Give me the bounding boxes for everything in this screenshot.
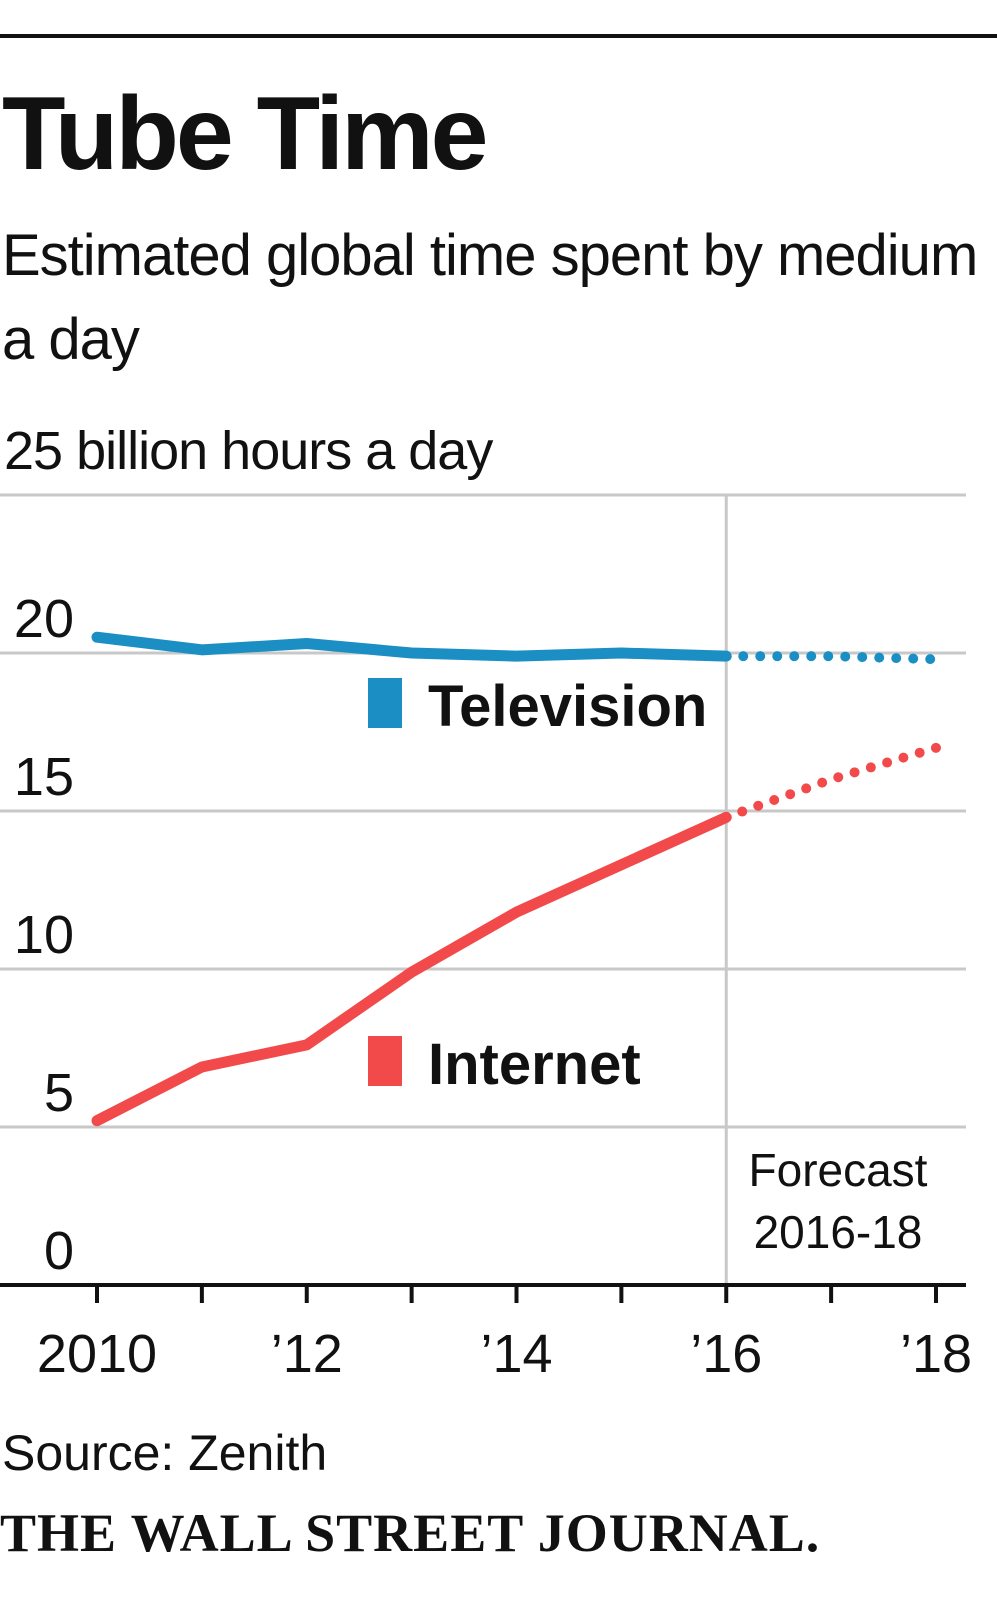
line-chart: Forecast 2016-18 20 15 10 5 0 Television Interne… bbox=[0, 493, 972, 1384]
x-tick-label: ’18 bbox=[900, 1324, 972, 1384]
x-tick-label: ’12 bbox=[271, 1324, 343, 1384]
series-line-television bbox=[91, 631, 732, 662]
y-tick-label: 5 bbox=[44, 1063, 74, 1123]
chart-subtitle: Estimated global time spent by medium a … bbox=[2, 223, 978, 372]
y-tick-label: 10 bbox=[14, 905, 74, 965]
series-line-internet bbox=[91, 811, 732, 1127]
x-tick-label: 2010 bbox=[37, 1324, 157, 1384]
y-tick-label: 0 bbox=[44, 1221, 74, 1281]
y-tick-label: 20 bbox=[14, 589, 74, 649]
top-rule bbox=[0, 34, 997, 38]
publisher-logo: THE WALL STREET JOURNAL. bbox=[0, 1503, 821, 1563]
x-tick-label: ’16 bbox=[690, 1324, 762, 1384]
source-note: Source: Zenith bbox=[2, 1425, 328, 1481]
series-forecast-internet bbox=[721, 742, 941, 823]
legend-swatch-internet bbox=[368, 1036, 402, 1086]
chart-title: Tube Time bbox=[2, 76, 488, 192]
y-axis-unit-label: 25 billion hours a day bbox=[4, 421, 493, 481]
legend-label-internet: Internet bbox=[428, 1032, 641, 1097]
x-tick-label: ’14 bbox=[480, 1324, 552, 1384]
forecast-label-line: Forecast bbox=[749, 1144, 928, 1196]
y-tick-label: 15 bbox=[14, 747, 74, 807]
forecast-label-line: 2016-18 bbox=[754, 1206, 923, 1258]
legend-label-television: Television bbox=[428, 674, 707, 739]
series-forecast-television bbox=[721, 651, 941, 665]
legend-swatch-television bbox=[368, 678, 402, 728]
